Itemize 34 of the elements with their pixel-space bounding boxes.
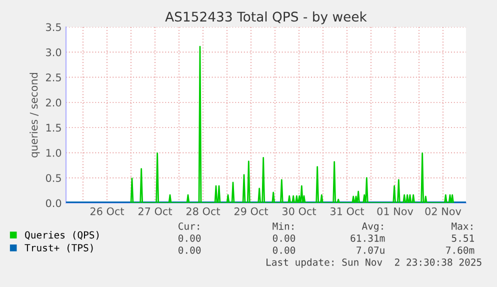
y-axis-title: queries / second [30, 72, 40, 158]
y-tick-label: 1.5 [46, 124, 61, 132]
x-tick-label: 02 Nov [425, 207, 462, 216]
text: 5.51 [452, 234, 474, 242]
x-tick-label: 28 Oct [186, 207, 220, 216]
text: 0.00 [178, 234, 201, 242]
y-tick-label: 2.0 [46, 98, 62, 107]
x-tick-label: 27 Oct [138, 207, 172, 216]
text: 0.00 [272, 234, 296, 242]
text: Min: [272, 222, 294, 230]
x-tick-label: 26 Oct [90, 207, 124, 216]
text: Avg: [362, 222, 383, 232]
text: Max: [452, 222, 472, 230]
legend-label: Trust+ (TPS) [24, 244, 93, 253]
y-tick-label: 1.0 [46, 148, 62, 157]
legend-label: Queries (QPS) [25, 231, 99, 240]
text: 0.00 [272, 246, 296, 254]
x-tick-label: 01 Nov [377, 207, 414, 216]
text: Cur: [178, 222, 199, 230]
text: Last update: Sun Nov 2 23:30:38 2025 [266, 258, 482, 268]
x-tick-label: 30 Oct [282, 207, 316, 216]
y-tick-label: 3.0 [46, 48, 62, 56]
chart-title: AS152433 Total QPS - by week [165, 11, 367, 24]
text: 7.60m [446, 246, 474, 254]
x-tick-label: 31 Oct [330, 207, 364, 216]
y-tick-label: 0.5 [46, 174, 61, 182]
y-tick-label: 0.0 [46, 199, 62, 208]
y-tick-label: 2.5 [46, 74, 61, 82]
text: 0.00 [178, 246, 201, 254]
x-tick-label: 29 Oct [234, 207, 268, 216]
text: 61.31m [350, 234, 385, 242]
y-tick-label: 3.5 [46, 23, 61, 32]
text: 7.07u [356, 246, 384, 254]
line-series [130, 46, 454, 203]
